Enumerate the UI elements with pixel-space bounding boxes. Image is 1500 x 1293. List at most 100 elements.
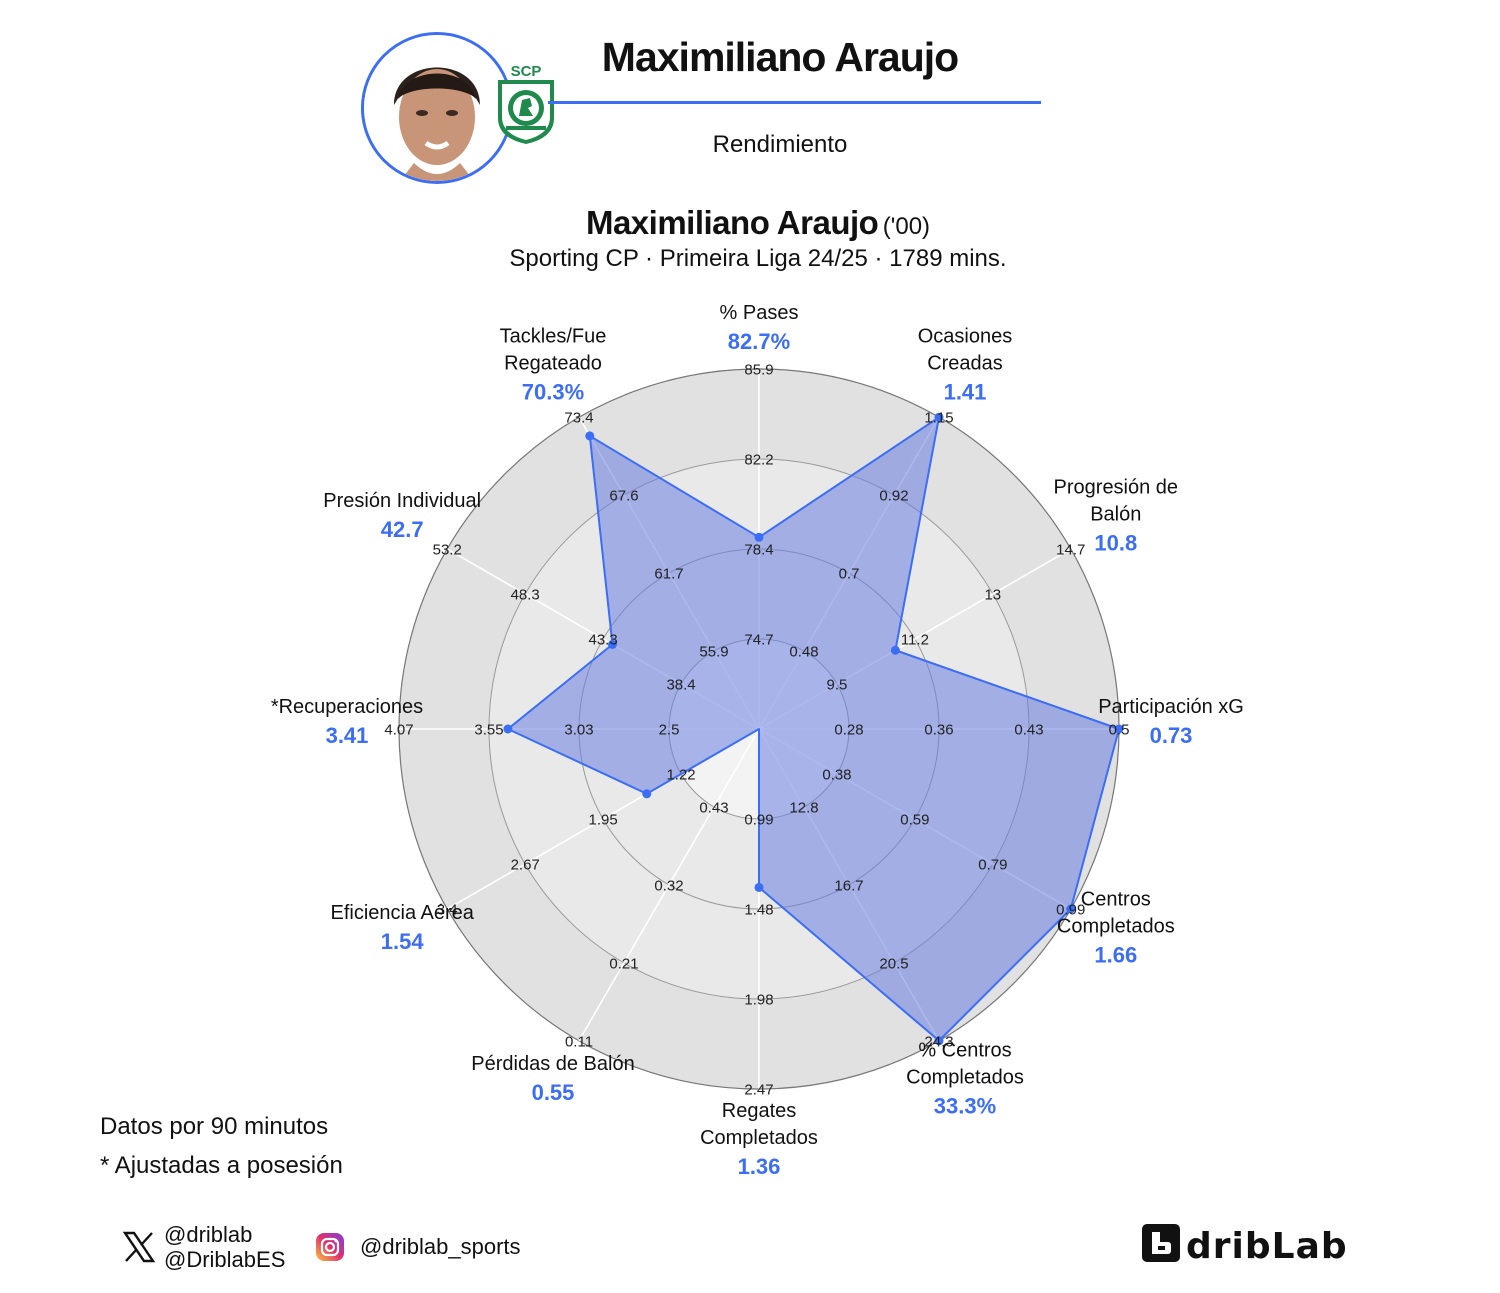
radar-tick-label: 43.3 (589, 632, 618, 649)
radar-tick-label: 13 (984, 587, 1001, 604)
radar-axis-value: 1.41 (944, 380, 987, 405)
radar-tick-label: 12.8 (789, 799, 818, 816)
page-subtitle: Rendimiento (712, 131, 848, 158)
radar-axis-value: 10.8 (1094, 531, 1137, 556)
radar-axis-labels: % Pases 82.7% Ocasiones Creadas 1.41 Progresi… (271, 302, 1244, 1179)
radar-tick-label: 2.5 (659, 722, 680, 739)
radar-value-point (1066, 904, 1076, 914)
radar-axis-value: 1.36 (738, 1154, 781, 1179)
radar-tick-label: 2.47 (744, 1082, 773, 1099)
x-handles: @driblab @DriblabES (164, 1222, 285, 1272)
radar-tick-label: 0.43 (699, 799, 728, 816)
svg-text:SCP: SCP (511, 63, 542, 80)
radar-tick-label: 0.28 (834, 722, 863, 739)
radar-axis-value: 3.41 (326, 723, 369, 748)
radar-axis-value: 1.54 (381, 929, 425, 954)
player-name: Maximiliano Araujo (585, 204, 879, 241)
player-context: Sporting CP · Primeira Liga 24/25 · 1789… (509, 245, 1007, 272)
instagram-icon[interactable] (315, 1232, 345, 1262)
radar-axis-label: Participación xG (1098, 696, 1244, 718)
radar-tick-label: 0.36 (924, 722, 953, 739)
radar-tick-label: 1.15 (924, 410, 953, 427)
radar-tick-label: 3.55 (474, 722, 503, 739)
radar-tick-label: 73.4 (564, 410, 593, 427)
driblab-wordmark: dribLab (1186, 1226, 1348, 1266)
radar-axis-label: Eficiencia Aérea (330, 902, 474, 924)
sporting-cp-crest-icon: SCP (494, 62, 558, 146)
radar-axis-label: Ocasiones (918, 326, 1013, 348)
radar-value-point (754, 532, 764, 542)
title-underline (548, 101, 1041, 104)
radar-value-point (890, 645, 900, 655)
radar-tick-label: 1.98 (744, 992, 773, 1009)
radar-axis-label: *Recuperaciones (271, 696, 423, 718)
instagram-handle[interactable]: @driblab_sports (360, 1234, 521, 1259)
radar-tick-label: 0.92 (879, 488, 908, 505)
x-logo-icon[interactable] (122, 1230, 156, 1264)
radar-axis-value: 0.55 (532, 1080, 575, 1105)
radar-tick-label: 0.59 (900, 812, 929, 829)
player-portrait-icon (364, 35, 510, 181)
radar-polygon-layer (503, 412, 1124, 1046)
radar-tick-label: 0.11 (565, 1033, 593, 1050)
radar-tick-label: 0.99 (744, 812, 773, 829)
radar-tick-labels: 74.7 78.4 82.2 85.9 0.48 0.7 0.92 1.15 9.5 11.2 13… (384, 362, 1129, 1099)
radar-tick-label: 53.2 (433, 542, 462, 559)
radar-tick-label: 0.43 (1014, 722, 1043, 739)
radar-axis-value: 33.3% (934, 1093, 996, 1118)
radar-tick-label: 74.7 (744, 632, 773, 649)
radar-tick-label: 24.3 (924, 1033, 953, 1050)
radar-tick-label: 85.9 (744, 362, 773, 379)
footnote-possession: * Ajustadas a posesión (100, 1152, 343, 1179)
radar-tick-label: 0.38 (822, 767, 851, 784)
radar-tick-label: 11.2 (901, 632, 929, 649)
radar-tick-label: 0.21 (609, 955, 638, 972)
driblab-logo: dribLab (1140, 1220, 1372, 1267)
radar-axis-value: 0.73 (1150, 723, 1193, 748)
radar-axis-label: Progresión de (1054, 477, 1179, 499)
radar-tick-label: 38.4 (666, 677, 695, 694)
radar-axis-label: Completados (906, 1066, 1024, 1088)
radar-tick-label: 67.6 (609, 488, 638, 505)
radar-tick-label: 2.67 (511, 857, 540, 874)
radar-tick-label: 78.4 (744, 542, 773, 559)
radar-tick-label: 16.7 (834, 877, 863, 894)
radar-axis-label: % Pases (720, 302, 799, 324)
radar-value-point (934, 412, 944, 422)
radar-tick-label: 0.7 (839, 566, 860, 583)
radar-value-point (607, 639, 617, 649)
driblab-mark-icon (1142, 1224, 1180, 1262)
radar-value-point (503, 724, 513, 734)
radar-axis-label: Presión Individual (323, 490, 481, 512)
player-birth-year: ('00) (882, 213, 931, 240)
x-handle-driblabes[interactable]: @DriblabES (164, 1247, 286, 1272)
radar-tick-label: 20.5 (879, 955, 908, 972)
radar-tick-label: 48.3 (511, 587, 540, 604)
radar-axis-value: 1.66 (1094, 943, 1137, 968)
radar-axis-label: Regates (722, 1100, 797, 1122)
radar-tick-label: 0.48 (789, 644, 818, 661)
radar-tick-label: 61.7 (654, 566, 683, 583)
radar-axis-value: 82.7% (728, 329, 790, 354)
radar-value-point (1114, 724, 1124, 734)
radar-axis-label: Completados (1057, 916, 1175, 938)
radar-value-point (754, 882, 764, 892)
radar-tick-label: 0.99 (1056, 902, 1085, 919)
radar-tick-label: 55.9 (699, 644, 728, 661)
radar-tick-label: 82.2 (744, 452, 773, 469)
radar-axis-label: Tackles/Fue (500, 326, 607, 348)
radar-value-point (642, 789, 652, 799)
radar-tick-label: 3.03 (564, 722, 593, 739)
radar-spoke (578, 728, 760, 1042)
radar-axis-label: % Centros (918, 1039, 1011, 1061)
radar-axis-label: Balón (1090, 504, 1141, 526)
radar-axis-label: Creadas (927, 353, 1003, 375)
x-handle-driblab[interactable]: @driblab (164, 1222, 253, 1247)
radar-axis-label: Regateado (504, 353, 602, 375)
radar-axis-label: Completados (700, 1127, 818, 1149)
radar-axis-label: Pérdidas de Balón (471, 1053, 634, 1075)
player-avatar (361, 32, 513, 184)
footnote-per90: Datos por 90 minutos (100, 1113, 329, 1140)
radar-tick-label: 14.7 (1056, 542, 1085, 559)
